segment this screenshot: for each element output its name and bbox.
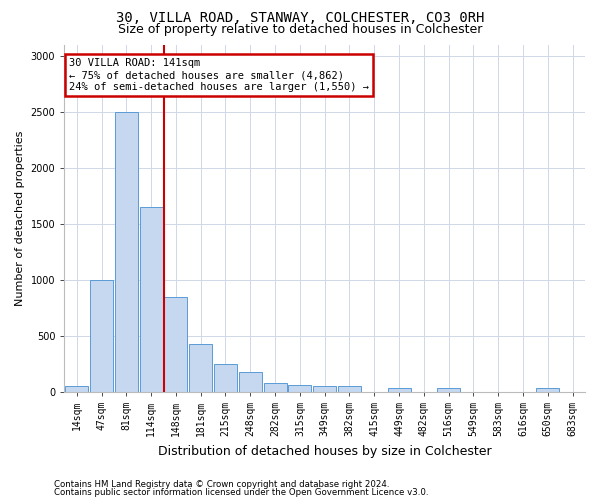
- Bar: [90, 280, 113, 392]
- Bar: [189, 344, 212, 392]
- Bar: [214, 364, 237, 392]
- Bar: [536, 388, 559, 392]
- Bar: [263, 384, 287, 392]
- Bar: [115, 112, 138, 392]
- Text: 30 VILLA ROAD: 141sqm
← 75% of detached houses are smaller (4,862)
24% of semi-d: 30 VILLA ROAD: 141sqm ← 75% of detached …: [69, 58, 369, 92]
- Bar: [338, 386, 361, 392]
- Bar: [164, 297, 187, 392]
- Text: Contains public sector information licensed under the Open Government Licence v3: Contains public sector information licen…: [54, 488, 428, 497]
- Bar: [437, 388, 460, 392]
- Bar: [388, 388, 410, 392]
- Text: Size of property relative to detached houses in Colchester: Size of property relative to detached ho…: [118, 22, 482, 36]
- Bar: [313, 386, 336, 392]
- Text: 30, VILLA ROAD, STANWAY, COLCHESTER, CO3 0RH: 30, VILLA ROAD, STANWAY, COLCHESTER, CO3…: [116, 11, 484, 25]
- Bar: [65, 386, 88, 392]
- Text: Contains HM Land Registry data © Crown copyright and database right 2024.: Contains HM Land Registry data © Crown c…: [54, 480, 389, 489]
- X-axis label: Distribution of detached houses by size in Colchester: Distribution of detached houses by size …: [158, 444, 491, 458]
- Bar: [239, 372, 262, 392]
- Bar: [140, 208, 163, 392]
- Y-axis label: Number of detached properties: Number of detached properties: [15, 131, 25, 306]
- Bar: [289, 385, 311, 392]
